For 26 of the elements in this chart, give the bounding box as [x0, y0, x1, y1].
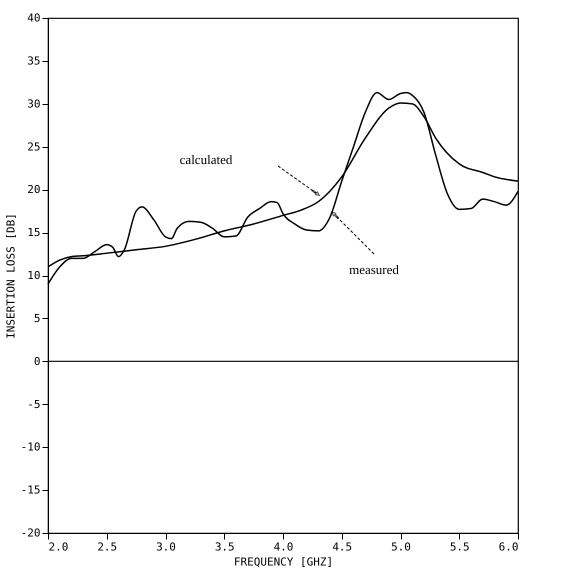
x-tick-label: 3.5 — [214, 540, 235, 554]
y-tick-label: 20 — [27, 183, 40, 196]
y-tick-label: -20 — [20, 526, 40, 540]
y-tick-label: 15 — [27, 226, 40, 240]
x-tick-label: 5.5 — [450, 540, 470, 554]
y-tick-label: 0 — [34, 354, 40, 368]
y-tick-label: 30 — [27, 97, 40, 110]
y-tick-label: 5 — [34, 312, 40, 325]
y-tick-label: 25 — [27, 140, 40, 154]
y-tick-label: -5 — [27, 398, 40, 411]
x-tick-label: 4.0 — [274, 540, 294, 554]
x-axis-title: FREQUENCY [GHZ] — [234, 556, 334, 568]
x-tick-label: 2.5 — [97, 540, 118, 554]
annotation: measured — [349, 262, 400, 277]
y-tick-label: 40 — [27, 12, 40, 24]
x-tick-label: 6.0 — [498, 540, 518, 554]
annotation: calculated — [180, 152, 233, 167]
y-tick-label: 10 — [27, 269, 40, 282]
y-tick-label: -15 — [20, 484, 40, 497]
y-tick-label: 35 — [27, 54, 40, 68]
y-axis-title: INSERTION LOSS [DB] — [4, 213, 18, 339]
x-tick-label: 5.0 — [391, 540, 411, 554]
x-tick-label: 2.0 — [48, 540, 68, 554]
x-tick-label: 3.0 — [156, 540, 176, 554]
y-tick-label: -10 — [20, 440, 40, 454]
x-tick-label: 4.5 — [332, 540, 352, 554]
